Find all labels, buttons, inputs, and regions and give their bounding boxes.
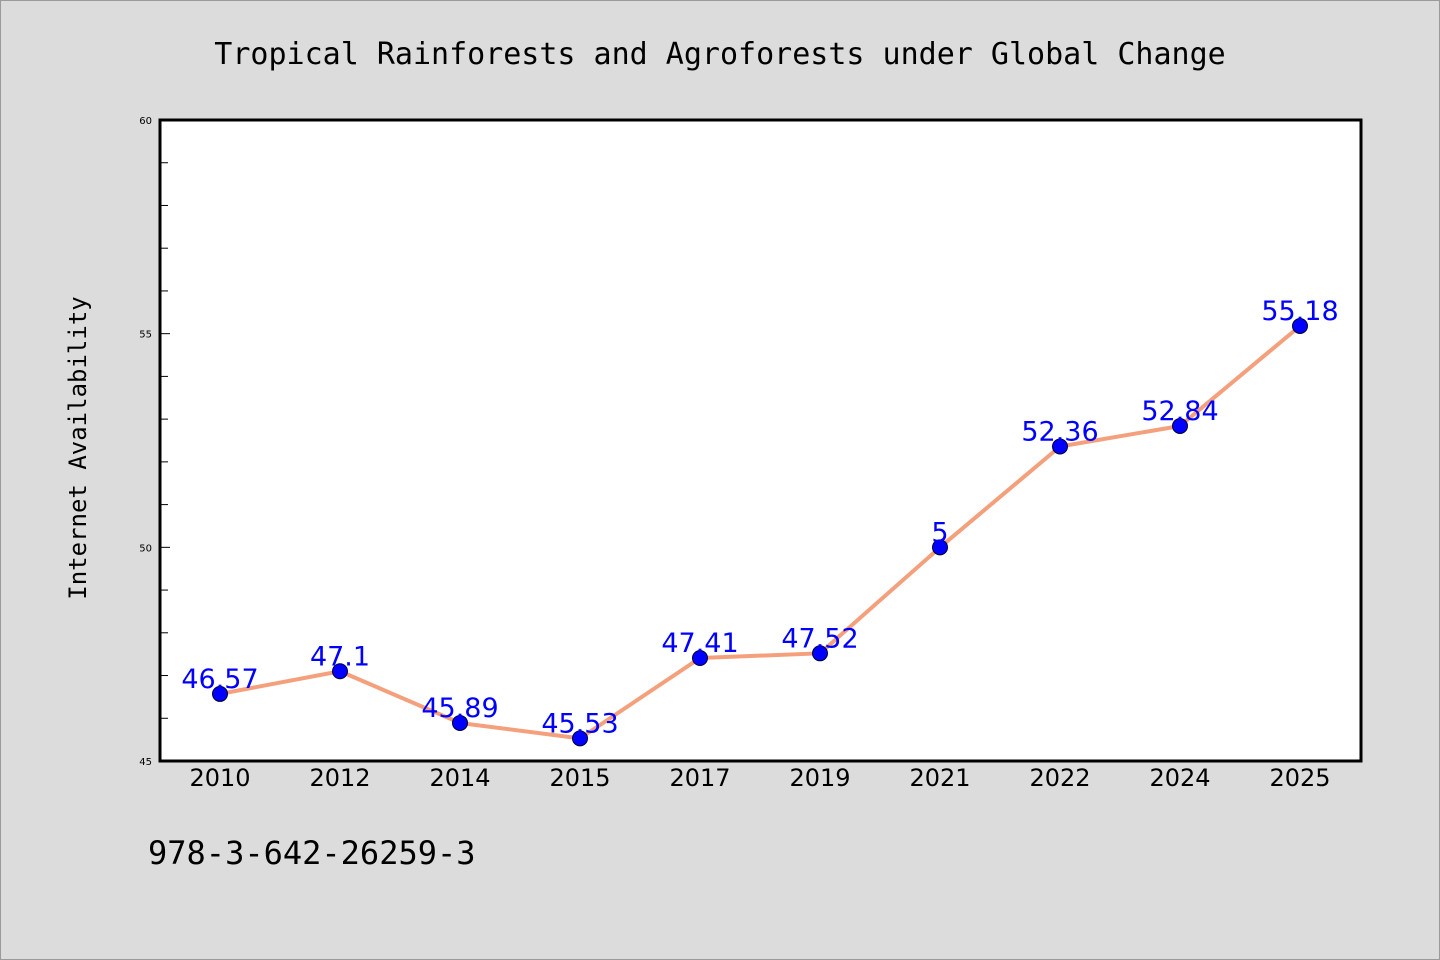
data-point	[932, 539, 948, 556]
y-tick-label: 50	[139, 543, 152, 554]
data-label: 52.84	[1141, 396, 1218, 427]
data-point	[812, 645, 828, 662]
data-point	[332, 663, 348, 680]
y-tick-label: 45	[139, 757, 152, 768]
x-tick-label: 2025	[1269, 764, 1330, 792]
isbn-text: 978-3-642-26259-3	[148, 834, 476, 872]
data-point	[452, 714, 468, 731]
data-label: 47.1	[310, 641, 370, 672]
data-label: 47.41	[661, 628, 738, 659]
x-tick-label: 2022	[1029, 764, 1090, 792]
x-axis: 2010 2012 2014 2015 2017 2019 2021 2022 2024 2025	[189, 764, 1330, 792]
data-label: 45.53	[541, 708, 618, 739]
y-tick-label: 60	[139, 116, 152, 127]
data-label: 5	[931, 517, 948, 548]
x-tick-label: 2010	[189, 764, 250, 792]
x-tick-label: 2012	[309, 764, 370, 792]
x-tick-label: 2024	[1149, 764, 1210, 792]
x-tick-label: 2021	[909, 764, 970, 792]
series-group: 46.57 47.1 45.89 45.53 47.41 47.52 5 52.36 52.84…	[181, 296, 1339, 747]
data-label: 55.18	[1261, 296, 1338, 327]
data-point	[572, 730, 588, 747]
data-label: 46.57	[181, 664, 258, 695]
data-label: 45.89	[421, 693, 498, 724]
data-label: 52.36	[1021, 416, 1098, 447]
series-line	[218, 323, 1302, 741]
x-tick-label: 2015	[549, 764, 610, 792]
data-point	[1172, 417, 1188, 434]
x-tick-label: 2017	[669, 764, 730, 792]
y-axis: 45 50 55 60	[139, 116, 170, 768]
data-point	[692, 650, 708, 667]
data-point	[1292, 317, 1308, 334]
data-label: 47.52	[781, 623, 858, 654]
x-tick-label: 2019	[789, 764, 850, 792]
data-point	[1052, 438, 1068, 455]
data-point	[212, 685, 228, 702]
x-tick-label: 2014	[429, 764, 490, 792]
chart-title: Tropical Rainforests and Agroforests und…	[214, 37, 1225, 72]
y-tick-label: 55	[139, 330, 152, 341]
y-axis-label: Internet Availability	[64, 296, 92, 599]
